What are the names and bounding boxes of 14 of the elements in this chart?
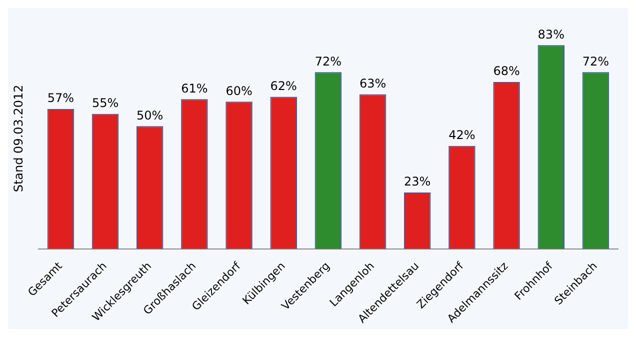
data-label: 72% [314,54,342,68]
data-label: 61% [181,81,208,96]
data-label: 68% [493,64,520,78]
data-label: 23% [404,174,431,189]
data-label: 63% [359,76,386,90]
data-label: 50% [136,108,164,122]
data-label: 83% [538,27,564,42]
data-label: 62% [270,78,297,93]
data-label: 57% [47,91,74,106]
data-label: 42% [448,128,476,142]
data-label: 60% [226,84,252,98]
y-axis-title: Stand 09.03.2012 [11,84,26,192]
data-label: 55% [92,96,119,110]
data-label: 72% [582,54,610,68]
